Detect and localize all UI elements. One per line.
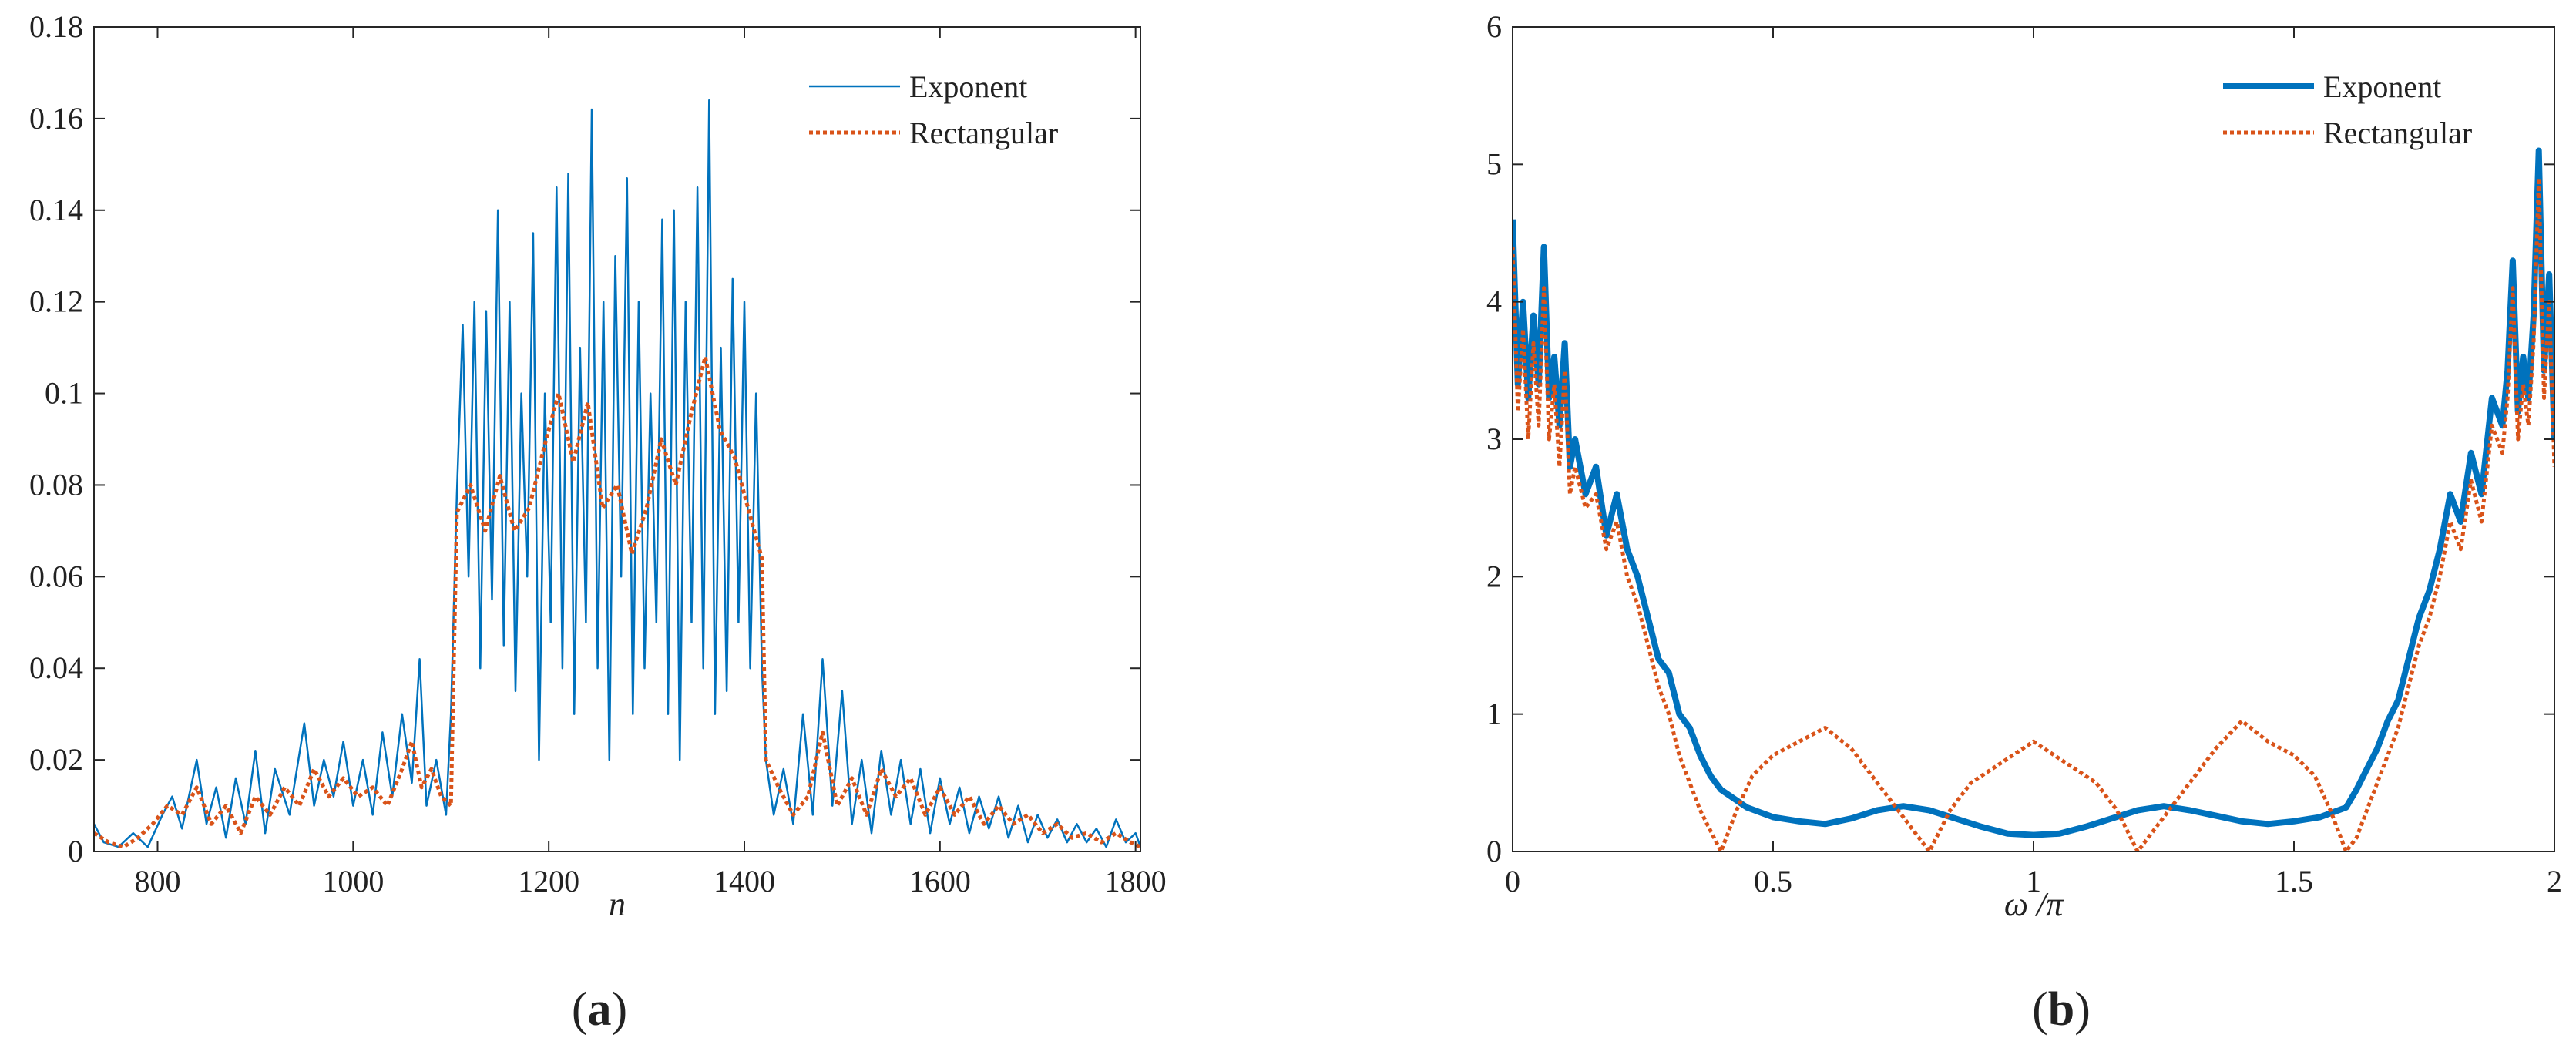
panel-label: (b) bbox=[2032, 983, 2091, 1036]
legend: Exponent Rectangular bbox=[2223, 69, 2472, 150]
y-tick-label: 0.06 bbox=[29, 559, 83, 593]
x-axis-label: ω /π bbox=[2004, 885, 2064, 923]
series-exponent-line bbox=[94, 99, 1140, 848]
y-tick-label: 0.1 bbox=[45, 376, 83, 411]
x-tick-label: 0.5 bbox=[1754, 864, 1792, 898]
y-tick-label: 0 bbox=[1486, 834, 1502, 868]
legend: Exponent Rectangular bbox=[809, 69, 1058, 150]
panel-label: (a) bbox=[572, 983, 627, 1036]
x-tick-label: 1600 bbox=[909, 864, 971, 898]
series-exponent-line bbox=[1513, 147, 2554, 838]
legend-label-rectangular: Rectangular bbox=[2323, 116, 2472, 150]
plot-area bbox=[94, 99, 1140, 849]
y-tick-label: 1 bbox=[1486, 697, 1502, 731]
x-tick-label: 800 bbox=[134, 864, 180, 898]
y-tick-label: 6 bbox=[1486, 9, 1502, 44]
series-rectangular-line bbox=[1513, 176, 2554, 851]
y-tick-label: 2 bbox=[1486, 559, 1502, 593]
y-tick-label: 0.02 bbox=[29, 742, 83, 777]
y-tick-label: 0.14 bbox=[29, 193, 83, 227]
y-tick-label: 0.04 bbox=[29, 650, 83, 685]
y-tick-label: 0.18 bbox=[29, 9, 83, 44]
chart-panel-b: 0 0.5 1 1.5 2 0 1 2 3 4 5 6 ω /π Exponent Rectangular (… bbox=[1486, 9, 2562, 1036]
x-tick-label: 1.5 bbox=[2275, 864, 2313, 898]
plot-area bbox=[1513, 147, 2554, 851]
x-tick-label: 1000 bbox=[322, 864, 384, 898]
legend-label-rectangular: Rectangular bbox=[909, 116, 1058, 150]
legend-label-exponent: Exponent bbox=[2323, 69, 2441, 104]
panel-letter: a bbox=[588, 983, 612, 1036]
chart-panel-a: 800 1000 1200 1400 1600 1800 0 0.02 0.04 0.06 0.08… bbox=[29, 9, 1167, 1036]
y-tick-label: 0 bbox=[68, 834, 83, 868]
y-tick-label: 4 bbox=[1486, 284, 1502, 319]
y-tick-label: 0.12 bbox=[29, 284, 83, 319]
x-tick-label: 2 bbox=[2547, 864, 2562, 898]
axes-box bbox=[93, 26, 1141, 852]
y-tick-label: 0.16 bbox=[29, 101, 83, 136]
x-tick-label: 1200 bbox=[518, 864, 579, 898]
y-tick-label: 5 bbox=[1486, 146, 1502, 181]
x-tick-label: 1800 bbox=[1105, 864, 1167, 898]
x-tick-label: 1400 bbox=[714, 864, 775, 898]
panel-letter: b bbox=[2048, 983, 2074, 1036]
y-tick-label: 0.08 bbox=[29, 467, 83, 502]
series-rectangular-line bbox=[94, 354, 1140, 849]
legend-label-exponent: Exponent bbox=[909, 69, 1027, 104]
y-tick-label: 3 bbox=[1486, 422, 1502, 456]
x-axis-label: n bbox=[609, 885, 626, 923]
x-tick-label: 0 bbox=[1505, 864, 1520, 898]
x-tick-label: 1 bbox=[2026, 864, 2041, 898]
